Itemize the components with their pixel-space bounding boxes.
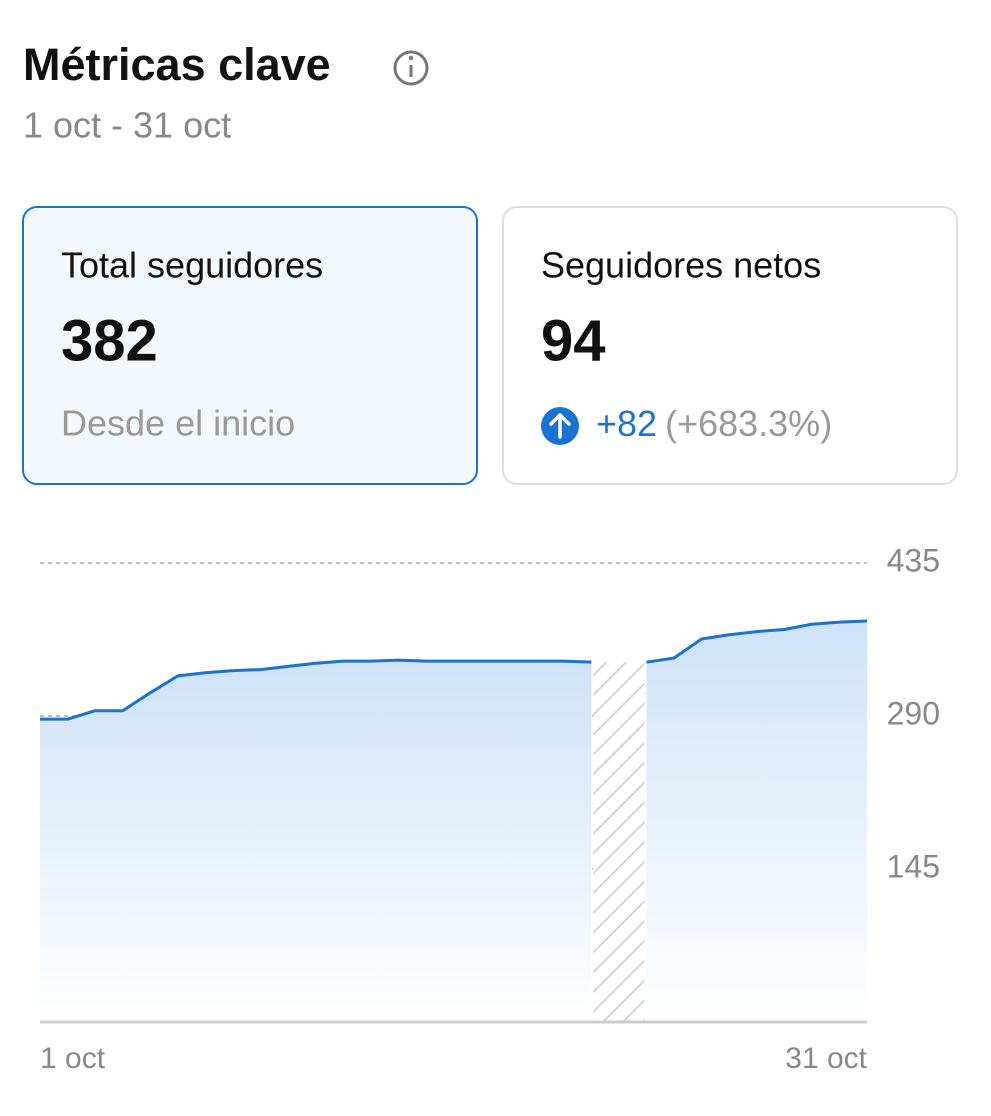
missing-data-hatch — [593, 662, 645, 1022]
subtitle: 1 oct - 31 oct — [23, 105, 231, 146]
card-label: Seguidores netos — [541, 245, 821, 286]
title: Métricas clave — [23, 39, 331, 90]
x-tick-label: 1 oct — [40, 1042, 106, 1075]
area-fill — [646, 621, 867, 1022]
card-net[interactable]: Seguidores netos 94 +82 (+683.3%) — [502, 206, 958, 485]
card-note: Desde el inicio — [61, 403, 295, 444]
change-pct: (+683.3%) — [665, 403, 832, 444]
card-value: 382 — [61, 308, 158, 373]
chart: 145 290 435 1 oct 31 oct — [40, 542, 940, 1075]
y-tick-label: 290 — [887, 695, 940, 731]
card-total[interactable]: Total seguidores 382 Desde el inicio — [22, 206, 478, 485]
y-tick-label: 145 — [887, 848, 940, 884]
change-value: +82 — [596, 403, 657, 444]
card-label: Total seguidores — [61, 245, 323, 286]
card-change: +82 (+683.3%) — [596, 403, 832, 444]
area-fill — [40, 660, 592, 1022]
y-tick-label: 435 — [887, 542, 940, 578]
line — [40, 619, 868, 721]
card-value: 94 — [541, 308, 606, 373]
info-icon[interactable] — [393, 50, 429, 86]
x-tick-label: 31 oct — [785, 1042, 867, 1075]
up-arrow-icon — [541, 407, 579, 445]
